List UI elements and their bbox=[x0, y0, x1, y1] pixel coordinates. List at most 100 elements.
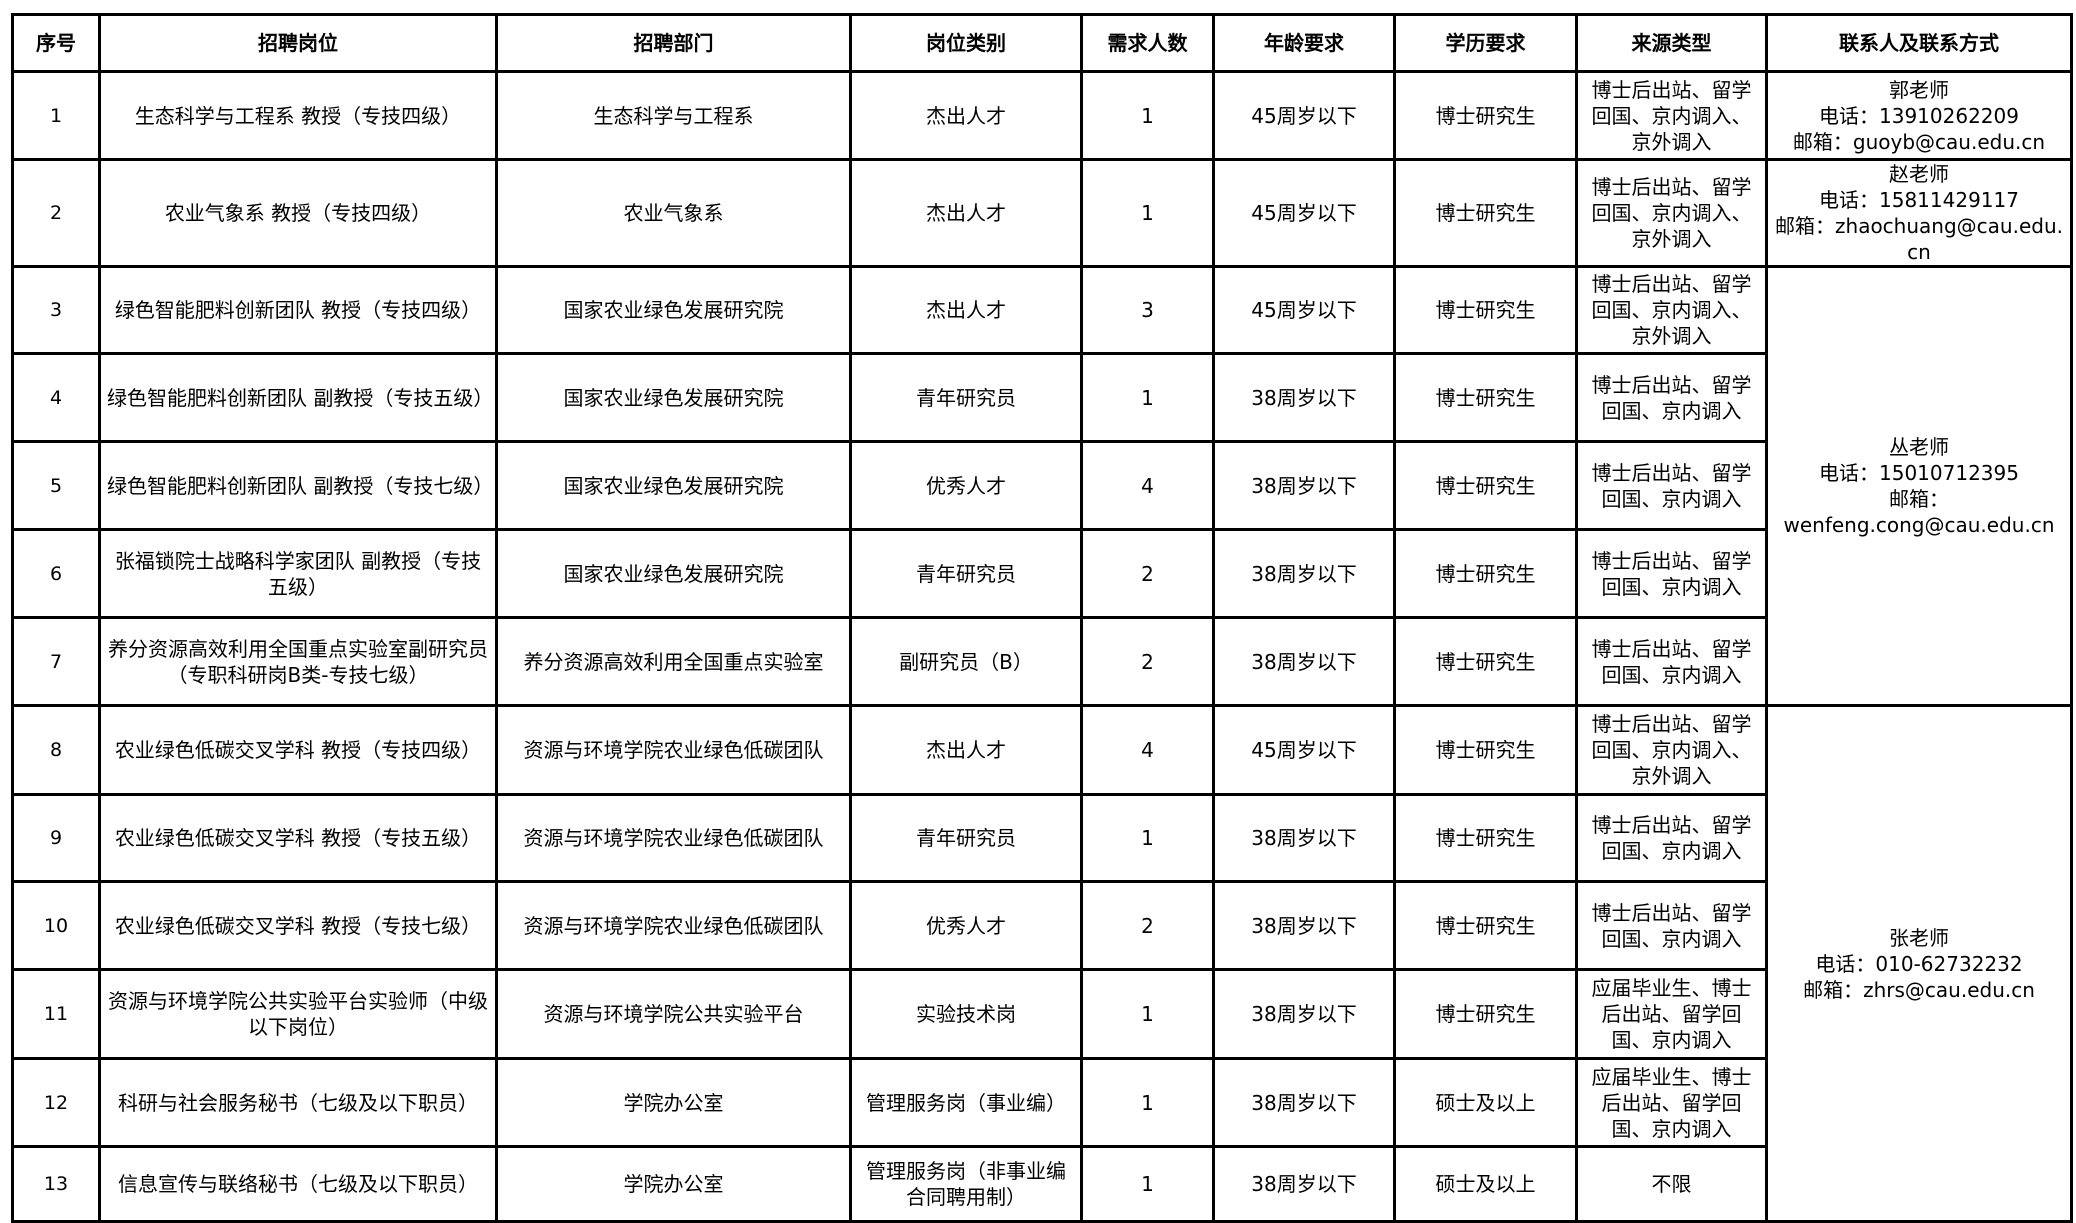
recruitment-table: 序号 招聘岗位 招聘部门 岗位类别 需求人数 年龄要求 学历要求 来源类型 联系人及联系方式 1… bbox=[11, 13, 2073, 1223]
education-cell: 博士研究生 bbox=[1393, 880, 1578, 971]
column-header: 岗位类别 bbox=[849, 13, 1083, 73]
count-cell: 3 bbox=[1080, 265, 1215, 355]
position-cell: 绿色智能肥料创新团队 副教授（专技七级） bbox=[98, 440, 498, 531]
contact-phone: 电话：010-62732232 bbox=[1815, 951, 2023, 976]
department-cell: 资源与环境学院农业绿色低碳团队 bbox=[495, 880, 852, 971]
seq-cell: 9 bbox=[11, 793, 101, 883]
education-cell: 博士研究生 bbox=[1393, 704, 1578, 796]
age-cell: 45周岁以下 bbox=[1212, 70, 1396, 161]
table-row: 4 绿色智能肥料创新团队 副教授（专技五级） 国家农业绿色发展研究院 青年研究员 1 38… bbox=[11, 352, 2072, 443]
education-cell: 硕士及以上 bbox=[1393, 1057, 1578, 1148]
source-cell: 博士后出站、留学回国、京内调入、京外调入 bbox=[1575, 158, 1768, 268]
age-cell: 38周岁以下 bbox=[1212, 528, 1396, 619]
age-cell: 38周岁以下 bbox=[1212, 440, 1396, 531]
age-cell: 38周岁以下 bbox=[1212, 616, 1396, 707]
seq-cell: 11 bbox=[11, 968, 101, 1060]
source-cell: 博士后出站、留学回国、京内调入、京外调入 bbox=[1575, 704, 1768, 796]
education-cell: 硕士及以上 bbox=[1393, 1145, 1578, 1223]
column-header: 需求人数 bbox=[1080, 13, 1215, 73]
department-cell: 养分资源高效利用全国重点实验室 bbox=[495, 616, 852, 707]
contact-cell: 郭老师 电话：13910262209 邮箱：guoyb@cau.edu.cn bbox=[1765, 70, 2073, 161]
category-cell: 青年研究员 bbox=[849, 528, 1083, 619]
category-cell: 实验技术岗 bbox=[849, 968, 1083, 1060]
source-cell: 博士后出站、留学回国、京内调入 bbox=[1575, 880, 1768, 971]
age-cell: 45周岁以下 bbox=[1212, 704, 1396, 796]
department-cell: 学院办公室 bbox=[495, 1145, 852, 1223]
seq-cell: 7 bbox=[11, 616, 101, 707]
position-cell: 农业绿色低碳交叉学科 教授（专技四级） bbox=[98, 704, 498, 796]
table-row: 13 信息宣传与联络秘书（七级及以下职员） 学院办公室 管理服务岗（非事业编合同聘用制… bbox=[11, 1145, 2072, 1223]
table-row: 7 养分资源高效利用全国重点实验室副研究员（专职科研岗B类-专技七级） 养分资源高效… bbox=[11, 616, 2072, 707]
age-cell: 38周岁以下 bbox=[1212, 352, 1396, 443]
column-header: 招聘岗位 bbox=[98, 13, 498, 73]
position-cell: 信息宣传与联络秘书（七级及以下职员） bbox=[98, 1145, 498, 1223]
seq-cell: 6 bbox=[11, 528, 101, 619]
age-cell: 45周岁以下 bbox=[1212, 265, 1396, 355]
count-cell: 1 bbox=[1080, 968, 1215, 1060]
education-cell: 博士研究生 bbox=[1393, 616, 1578, 707]
position-cell: 绿色智能肥料创新团队 副教授（专技五级） bbox=[98, 352, 498, 443]
seq-cell: 5 bbox=[11, 440, 101, 531]
count-cell: 2 bbox=[1080, 616, 1215, 707]
category-cell: 杰出人才 bbox=[849, 70, 1083, 161]
contact-cell: 张老师 电话：010-62732232 邮箱：zhrs@cau.edu.cn bbox=[1765, 704, 2073, 1223]
seq-cell: 2 bbox=[11, 158, 101, 268]
position-cell: 农业气象系 教授（专技四级） bbox=[98, 158, 498, 268]
contact-email: 邮箱：zhrs@cau.edu.cn bbox=[1803, 977, 2035, 1002]
table-row: 11 资源与环境学院公共实验平台实验师（中级以下岗位） 资源与环境学院公共实验平台实… bbox=[11, 968, 2072, 1060]
department-cell: 国家农业绿色发展研究院 bbox=[495, 352, 852, 443]
category-cell: 管理服务岗（事业编） bbox=[849, 1057, 1083, 1148]
position-cell: 资源与环境学院公共实验平台实验师（中级以下岗位） bbox=[98, 968, 498, 1060]
category-cell: 杰出人才 bbox=[849, 704, 1083, 796]
table-row: 1 生态科学与工程系 教授（专技四级） 生态科学与工程系 杰出人才 1 45周岁以下 博士研… bbox=[11, 70, 2073, 161]
education-cell: 博士研究生 bbox=[1393, 968, 1578, 1060]
contact-name: 张老师 bbox=[1889, 925, 1949, 950]
count-cell: 4 bbox=[1080, 704, 1215, 796]
contact-cell: 丛老师 电话：15010712395 邮箱： wenfeng.cong@cau.edu… bbox=[1765, 265, 2073, 707]
table-row: 8 农业绿色低碳交叉学科 教授（专技四级） 资源与环境学院农业绿色低碳团队 杰出人才 4… bbox=[11, 704, 2073, 1223]
age-cell: 38周岁以下 bbox=[1212, 793, 1396, 883]
count-cell: 1 bbox=[1080, 158, 1215, 268]
age-cell: 38周岁以下 bbox=[1212, 880, 1396, 971]
category-cell: 副研究员（B） bbox=[849, 616, 1083, 707]
seq-cell: 13 bbox=[11, 1145, 101, 1223]
source-cell: 应届毕业生、博士后出站、留学回国、京内调入 bbox=[1575, 968, 1768, 1060]
seq-cell: 4 bbox=[11, 352, 101, 443]
education-cell: 博士研究生 bbox=[1393, 158, 1578, 268]
category-cell: 管理服务岗（非事业编合同聘用制） bbox=[849, 1145, 1083, 1223]
department-cell: 国家农业绿色发展研究院 bbox=[495, 528, 852, 619]
position-cell: 生态科学与工程系 教授（专技四级） bbox=[98, 70, 498, 161]
table-row: 9 农业绿色低碳交叉学科 教授（专技五级） 资源与环境学院农业绿色低碳团队 青年研究员… bbox=[11, 793, 2072, 883]
column-header: 年龄要求 bbox=[1212, 13, 1396, 73]
education-cell: 博士研究生 bbox=[1393, 265, 1578, 355]
age-cell: 38周岁以下 bbox=[1212, 1057, 1396, 1148]
category-cell: 青年研究员 bbox=[849, 793, 1083, 883]
contact-email: 邮箱：zhaochuang@cau.edu.cn bbox=[1775, 214, 2063, 264]
contact-name: 丛老师 bbox=[1889, 435, 1949, 459]
column-header: 序号 bbox=[11, 13, 101, 73]
count-cell: 1 bbox=[1080, 1057, 1215, 1148]
table-row: 2 农业气象系 教授（专技四级） 农业气象系 杰出人才 1 45周岁以下 博士研究生 博士后出… bbox=[11, 158, 2073, 268]
position-cell: 农业绿色低碳交叉学科 教授（专技七级） bbox=[98, 880, 498, 971]
source-cell: 博士后出站、留学回国、京内调入 bbox=[1575, 616, 1768, 707]
source-cell: 博士后出站、留学回国、京内调入 bbox=[1575, 793, 1768, 883]
column-header: 学历要求 bbox=[1393, 13, 1578, 73]
contact-phone: 电话：15010712395 bbox=[1819, 461, 2019, 485]
department-cell: 生态科学与工程系 bbox=[495, 70, 852, 161]
age-cell: 38周岁以下 bbox=[1212, 968, 1396, 1060]
education-cell: 博士研究生 bbox=[1393, 352, 1578, 443]
education-cell: 博士研究生 bbox=[1393, 793, 1578, 883]
count-cell: 1 bbox=[1080, 352, 1215, 443]
department-cell: 国家农业绿色发展研究院 bbox=[495, 265, 852, 355]
category-cell: 优秀人才 bbox=[849, 880, 1083, 971]
table-row: 12 科研与社会服务秘书（七级及以下职员） 学院办公室 管理服务岗（事业编） 1 38周岁… bbox=[11, 1057, 2072, 1148]
contact-name: 赵老师 bbox=[1889, 162, 1949, 186]
table-row: 5 绿色智能肥料创新团队 副教授（专技七级） 国家农业绿色发展研究院 优秀人才 4 38周… bbox=[11, 440, 2072, 531]
education-cell: 博士研究生 bbox=[1393, 440, 1578, 531]
source-cell: 博士后出站、留学回国、京内调入 bbox=[1575, 440, 1768, 531]
department-cell: 农业气象系 bbox=[495, 158, 852, 268]
category-cell: 优秀人才 bbox=[849, 440, 1083, 531]
source-cell: 博士后出站、留学回国、京内调入 bbox=[1575, 352, 1768, 443]
header-row: 序号 招聘岗位 招聘部门 岗位类别 需求人数 年龄要求 学历要求 来源类型 联系人及联系方式 bbox=[11, 13, 2073, 73]
contact-email-label: 邮箱： bbox=[1889, 487, 1949, 511]
